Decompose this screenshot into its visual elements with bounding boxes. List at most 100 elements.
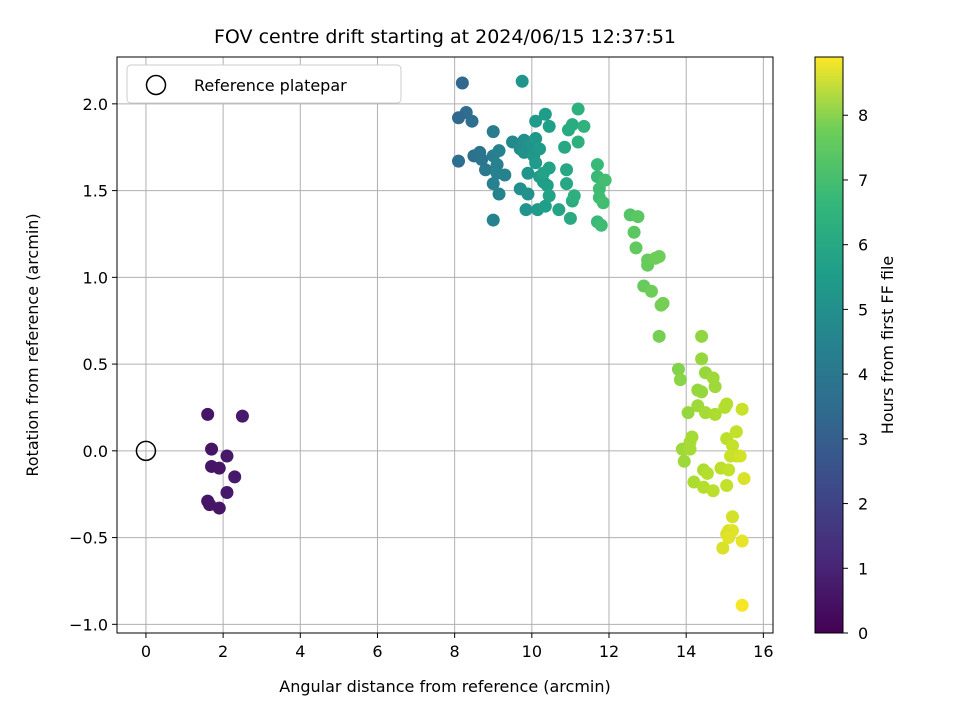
- data-point: [567, 189, 581, 203]
- data-point: [683, 442, 697, 456]
- colorbar-tick-label: 1: [858, 559, 868, 578]
- x-tick-label: 8: [450, 642, 460, 661]
- data-point: [652, 329, 666, 343]
- data-point: [529, 114, 543, 128]
- data-point: [677, 454, 691, 468]
- data-point: [720, 397, 734, 411]
- data-point: [706, 484, 720, 498]
- data-point: [722, 463, 736, 477]
- y-tick-label: 0.5: [83, 355, 108, 374]
- data-point: [521, 166, 535, 180]
- x-tick-label: 6: [372, 642, 382, 661]
- data-point: [565, 118, 579, 132]
- data-point: [452, 154, 466, 168]
- data-point: [695, 352, 709, 366]
- data-point: [590, 158, 604, 172]
- data-point: [560, 177, 574, 191]
- y-tick-label: −1.0: [69, 615, 108, 634]
- colorbar-ticks: 0 1 2 3 4 5 6 7 8: [843, 106, 868, 643]
- data-point: [220, 449, 234, 463]
- y-axis-label: Rotation from reference (arcmin): [23, 213, 42, 476]
- data-point: [479, 163, 493, 177]
- data-point: [529, 156, 543, 170]
- data-point: [220, 485, 234, 499]
- x-tick-label: 0: [141, 642, 151, 661]
- data-point: [735, 598, 749, 612]
- colorbar-tick-label: 5: [858, 300, 868, 319]
- colorbar-tick-label: 3: [858, 430, 868, 449]
- data-point: [722, 531, 736, 545]
- x-tick-label: 16: [753, 642, 773, 661]
- data-point: [656, 296, 670, 310]
- data-point: [596, 196, 610, 210]
- data-point: [631, 210, 645, 224]
- colorbar-tick-label: 8: [858, 106, 868, 125]
- data-point: [201, 407, 215, 421]
- data-point: [455, 76, 469, 90]
- data-point: [560, 163, 574, 177]
- colorbar-tick-label: 6: [858, 236, 868, 255]
- y-ticks: −1.0 −0.5 0.0 0.5 1.0 1.5 2.0: [69, 95, 117, 634]
- x-ticks: 0 2 4 6 8 10 12 14 16: [141, 633, 774, 661]
- data-point: [465, 114, 479, 128]
- grid-lines: [117, 57, 773, 633]
- data-point: [708, 380, 722, 394]
- data-point: [627, 225, 641, 239]
- data-point: [594, 218, 608, 232]
- x-tick-label: 10: [522, 642, 542, 661]
- data-point: [212, 461, 226, 475]
- data-point: [735, 402, 749, 416]
- colorbar-label: Hours from first FF file: [878, 256, 897, 435]
- data-point: [725, 439, 739, 453]
- data-point: [486, 125, 500, 139]
- legend: Reference platepar: [126, 64, 402, 104]
- data-point: [492, 144, 506, 158]
- data-point: [205, 442, 219, 456]
- y-tick-label: 2.0: [83, 95, 108, 114]
- x-tick-label: 2: [218, 642, 228, 661]
- data-point: [708, 407, 722, 421]
- chart-title: FOV centre drift starting at 2024/06/15 …: [214, 26, 676, 48]
- data-point: [571, 102, 585, 116]
- legend-label: Reference platepar: [194, 76, 347, 95]
- x-axis-label: Angular distance from reference (arcmin): [279, 677, 610, 696]
- data-point: [540, 178, 554, 192]
- data-point: [644, 284, 658, 298]
- data-point: [533, 142, 547, 156]
- data-point: [538, 199, 552, 213]
- data-point: [725, 510, 739, 524]
- plot-frame: [116, 56, 774, 634]
- reference-point: [135, 440, 157, 462]
- colorbar-tick-label: 4: [858, 365, 868, 384]
- data-point: [538, 107, 552, 121]
- data-point: [598, 173, 612, 187]
- data-point: [629, 241, 643, 255]
- y-tick-label: 1.0: [83, 268, 108, 287]
- data-point: [515, 74, 529, 88]
- colorbar: [814, 56, 844, 634]
- legend-marker: [145, 74, 167, 96]
- data-point: [212, 501, 226, 515]
- data-point: [452, 111, 466, 125]
- data-point: [235, 409, 249, 423]
- colorbar-tick-label: 7: [858, 171, 868, 190]
- data-point: [542, 189, 556, 203]
- data-point: [652, 250, 666, 264]
- data-point: [498, 168, 512, 182]
- y-tick-label: 1.5: [83, 182, 108, 201]
- data-point: [687, 475, 701, 489]
- data-point: [475, 152, 489, 166]
- data-point: [695, 329, 709, 343]
- y-tick-label: 0.0: [83, 442, 108, 461]
- data-point: [563, 211, 577, 225]
- legend-box: [126, 64, 402, 104]
- data-point: [735, 534, 749, 548]
- x-tick-label: 12: [599, 642, 619, 661]
- data-point: [716, 541, 730, 555]
- data-point: [571, 135, 585, 149]
- data-point: [577, 119, 591, 133]
- data-point: [486, 177, 500, 191]
- data-point: [558, 140, 572, 154]
- data-point: [542, 119, 556, 133]
